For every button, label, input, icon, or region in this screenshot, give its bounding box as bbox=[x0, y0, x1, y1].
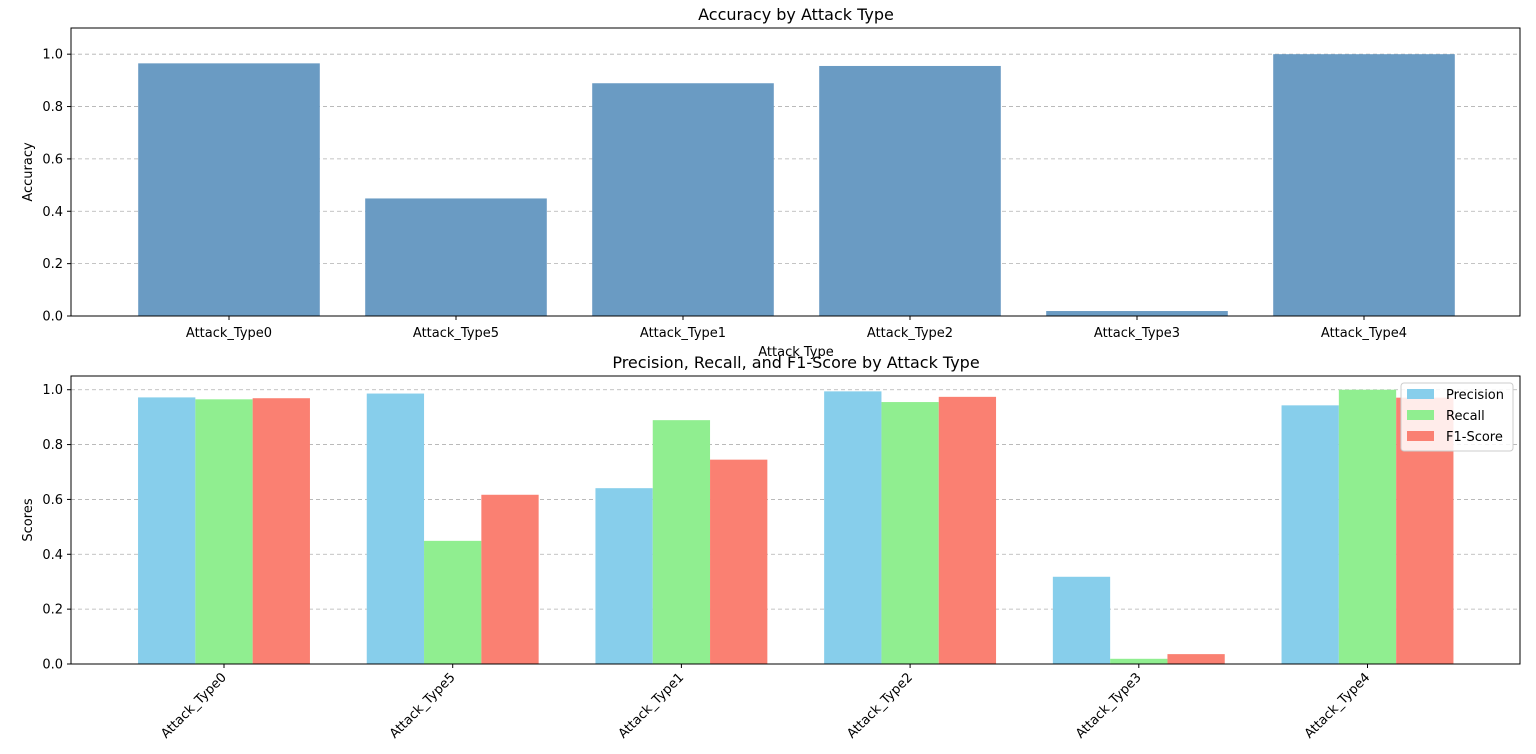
prf-bar-precision-attack-type3 bbox=[1052, 576, 1111, 664]
prf-x-tick-label: Attack_Type3 bbox=[1073, 670, 1145, 742]
prf-bar-recall-attack-type2 bbox=[881, 402, 939, 664]
prf-y-tick-label: 0.4 bbox=[42, 548, 63, 563]
legend-label-recall: Recall bbox=[1446, 409, 1485, 424]
prf-y-tick-label: 0.8 bbox=[42, 438, 63, 453]
legend-label-f1: F1-Score bbox=[1446, 430, 1503, 445]
prf-x-ticks: Attack_Type0 Attack_Type5 Attack_Type1 Atta… bbox=[158, 664, 1373, 742]
prf-x-tick-label: Attack_Type0 bbox=[158, 670, 230, 742]
prf-bar-f1-score-attack-type5 bbox=[481, 494, 539, 664]
prf-y-tick-label: 0.6 bbox=[42, 493, 63, 508]
accuracy-y-tick-label: 1.0 bbox=[42, 48, 63, 63]
prf-bar-f1-score-attack-type1 bbox=[710, 459, 768, 664]
accuracy-x-tick-label: Attack_Type1 bbox=[640, 326, 726, 341]
accuracy-plot-frame bbox=[70, 27, 1521, 317]
legend: Precision Recall F1-Score bbox=[1400, 382, 1514, 452]
prf-x-tick-label: Attack_Type1 bbox=[616, 670, 688, 742]
prf-bar-precision-attack-type4 bbox=[1281, 405, 1339, 664]
accuracy-bar-attack-type3 bbox=[1046, 311, 1228, 316]
legend-swatch-recall bbox=[1407, 410, 1434, 420]
prf-bar-f1-score-attack-type2 bbox=[938, 396, 997, 664]
accuracy-y-tick-label: 0.6 bbox=[42, 152, 63, 167]
prf-y-tick-label: 0.0 bbox=[42, 658, 63, 673]
accuracy-y-tick-label: 0.2 bbox=[42, 257, 63, 272]
prf-bar-precision-attack-type0 bbox=[138, 397, 196, 664]
accuracy-bar-attack-type0 bbox=[138, 63, 320, 316]
prf-bar-recall-attack-type4 bbox=[1338, 389, 1397, 664]
accuracy-chart-title: Accuracy by Attack Type bbox=[698, 5, 894, 24]
accuracy-bar-attack-type1 bbox=[592, 83, 774, 316]
prf-bar-recall-attack-type1 bbox=[652, 420, 711, 664]
accuracy-x-tick-label: Attack_Type0 bbox=[186, 326, 272, 341]
prf-x-tick-label: Attack_Type2 bbox=[844, 670, 916, 742]
prf-bar-precision-attack-type1 bbox=[595, 488, 653, 664]
prf-chart-title: Precision, Recall, and F1-Score by Attac… bbox=[612, 353, 979, 372]
accuracy-y-ticks: 0.0 0.2 0.4 0.6 0.8 1.0 bbox=[42, 48, 71, 325]
prf-bar-precision-attack-type5 bbox=[366, 393, 425, 664]
accuracy-bar-attack-type2 bbox=[819, 65, 1001, 316]
prf-bars bbox=[138, 389, 1454, 664]
legend-swatch-precision bbox=[1407, 389, 1434, 399]
prf-y-ticks: 0.0 0.2 0.4 0.6 0.8 1.0 bbox=[42, 383, 71, 673]
prf-y-tick-label: 0.2 bbox=[42, 603, 63, 618]
accuracy-x-tick-label: Attack_Type3 bbox=[1094, 326, 1180, 341]
prf-y-axis-label: Scores bbox=[21, 498, 36, 541]
prf-bar-recall-attack-type5 bbox=[424, 540, 482, 664]
prf-bar-f1-score-attack-type0 bbox=[252, 398, 310, 664]
prf-chart: Precision, Recall, and F1-Score by Attac… bbox=[21, 353, 1521, 742]
prf-plot-frame bbox=[70, 375, 1521, 665]
accuracy-x-axis-label: Attack Type bbox=[758, 345, 834, 360]
accuracy-chart: Accuracy by Attack Type 0.0 0.2 0.4 0.6 0.8 1… bbox=[21, 5, 1521, 360]
accuracy-bars bbox=[138, 54, 1455, 316]
prf-y-tick-label: 1.0 bbox=[42, 383, 63, 398]
accuracy-bar-attack-type4 bbox=[1273, 54, 1455, 316]
accuracy-y-tick-label: 0.8 bbox=[42, 100, 63, 115]
accuracy-y-axis-label: Accuracy bbox=[21, 142, 36, 202]
accuracy-bar-attack-type5 bbox=[365, 198, 547, 316]
accuracy-y-tick-label: 0.4 bbox=[42, 205, 63, 220]
prf-x-tick-label: Attack_Type5 bbox=[387, 670, 459, 742]
legend-swatch-f1 bbox=[1407, 431, 1434, 441]
accuracy-y-tick-label: 0.0 bbox=[42, 310, 63, 325]
accuracy-x-ticks: Attack_Type0 Attack_Type5 Attack_Type1 Atta… bbox=[186, 316, 1407, 341]
prf-bar-recall-attack-type3 bbox=[1110, 658, 1168, 664]
accuracy-x-tick-label: Attack_Type4 bbox=[1321, 326, 1407, 341]
accuracy-x-tick-label: Attack_Type2 bbox=[867, 326, 953, 341]
accuracy-x-tick-label: Attack_Type5 bbox=[413, 326, 499, 341]
prf-bar-precision-attack-type2 bbox=[824, 391, 882, 664]
prf-bar-f1-score-attack-type3 bbox=[1167, 654, 1225, 664]
prf-x-tick-label: Attack_Type4 bbox=[1302, 670, 1374, 742]
prf-bar-recall-attack-type0 bbox=[195, 399, 253, 664]
legend-label-precision: Precision bbox=[1446, 388, 1504, 403]
